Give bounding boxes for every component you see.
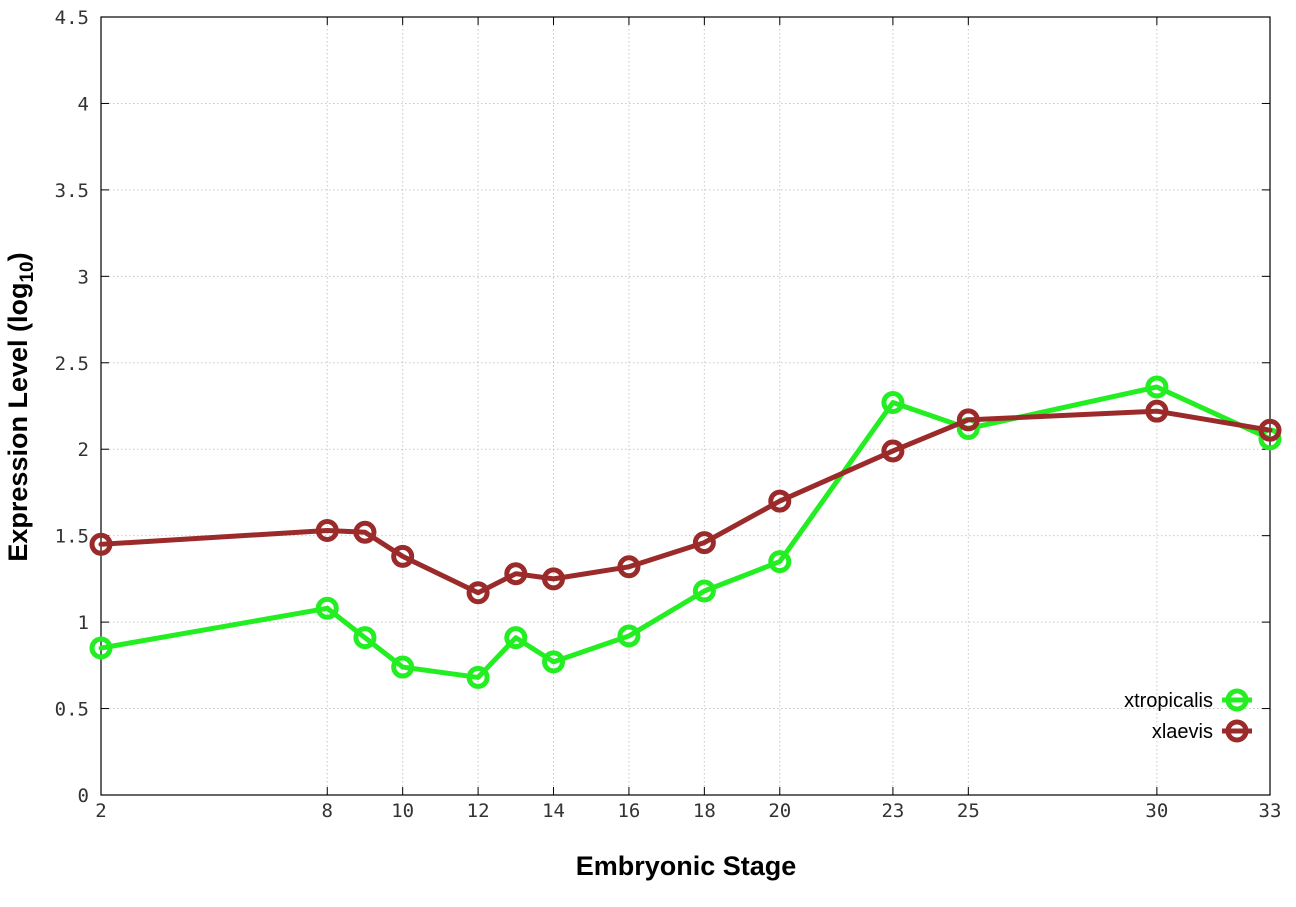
y-tick-label: 0 — [78, 785, 89, 807]
x-tick-label: 18 — [693, 800, 716, 822]
y-tick-label: 4.5 — [55, 7, 89, 29]
x-tick-label: 2 — [95, 800, 106, 822]
legend-label: xtropicalis — [1124, 690, 1213, 712]
grid — [101, 17, 1270, 795]
x-tick-label: 33 — [1259, 800, 1282, 822]
data-point-xlaevis — [1145, 399, 1169, 423]
data-point-xlaevis — [692, 531, 716, 555]
data-point-xlaevis — [391, 544, 415, 568]
x-axis-title: Embryonic Stage — [576, 851, 797, 881]
x-tick-label: 25 — [957, 800, 980, 822]
data-point-xlaevis — [956, 408, 980, 432]
data-point-xlaevis — [617, 555, 641, 579]
legend-marker — [1225, 688, 1249, 712]
data-point-xlaevis — [768, 489, 792, 513]
x-tick-label: 8 — [322, 800, 333, 822]
data-point-xtropicalis — [504, 626, 528, 650]
data-point-xtropicalis — [1145, 375, 1169, 399]
data-point-xtropicalis — [89, 636, 113, 660]
data-point-xtropicalis — [466, 665, 490, 689]
legend-item-xlaevis: xlaevis — [1152, 719, 1252, 743]
data-point-xtropicalis — [353, 626, 377, 650]
y-tick-label: 4 — [78, 93, 89, 115]
legend-label: xlaevis — [1152, 721, 1213, 743]
legend-marker — [1225, 719, 1249, 743]
y-axis-title-close: ) — [3, 252, 33, 261]
data-point-xtropicalis — [768, 550, 792, 574]
data-point-xtropicalis — [542, 650, 566, 674]
data-point-xlaevis — [881, 439, 905, 463]
data-point-xlaevis — [466, 581, 490, 605]
data-point-xlaevis — [1258, 418, 1282, 442]
y-tick-label: 1.5 — [55, 526, 89, 548]
plot-border — [100, 16, 1271, 796]
data-point-xtropicalis — [881, 391, 905, 415]
y-tick-label: 0.5 — [55, 699, 89, 721]
series-xlaevis — [89, 399, 1282, 605]
legend: xtropicalis xlaevis — [1124, 688, 1252, 743]
y-axis-title: Expression Level (log10) — [3, 252, 38, 561]
data-point-xtropicalis — [617, 624, 641, 648]
x-tick-label: 30 — [1145, 800, 1168, 822]
x-axis: 2 8 10 12 14 16 18 20 23 25 30 33 — [95, 17, 1281, 822]
y-tick-label: 3 — [78, 266, 89, 288]
data-point-xlaevis — [542, 567, 566, 591]
x-tick-label: 23 — [881, 800, 904, 822]
y-tick-label: 2.5 — [55, 353, 89, 375]
data-point-xtropicalis — [391, 655, 415, 679]
data-point-xtropicalis — [692, 579, 716, 603]
x-tick-label: 20 — [768, 800, 791, 822]
data-point-xlaevis — [315, 518, 339, 542]
data-point-xlaevis — [353, 520, 377, 544]
y-axis-title-main: Expression Level (log — [3, 283, 33, 562]
x-tick-label: 12 — [467, 800, 490, 822]
x-tick-label: 14 — [542, 800, 565, 822]
x-tick-label: 16 — [617, 800, 640, 822]
y-tick-label: 3.5 — [55, 180, 89, 202]
plot-frame — [100, 16, 1271, 796]
x-tick-label: 10 — [391, 800, 414, 822]
series-layer — [89, 375, 1282, 689]
y-tick-label: 1 — [78, 612, 89, 634]
legend-item-xtropicalis: xtropicalis — [1124, 688, 1252, 712]
series-line-xlaevis — [98, 408, 1273, 596]
y-tick-label: 2 — [78, 439, 89, 461]
y-axis-title-subscript: 10 — [17, 261, 38, 282]
data-point-xlaevis — [504, 562, 528, 586]
y-axis: 0 0.5 1 1.5 2 2.5 3 3.5 4 4.5 — [55, 7, 1270, 807]
data-point-xlaevis — [89, 532, 113, 556]
data-point-xtropicalis — [315, 596, 339, 620]
